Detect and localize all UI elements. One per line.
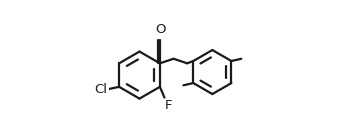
Text: Cl: Cl	[95, 83, 108, 96]
Text: O: O	[155, 23, 166, 36]
Text: F: F	[165, 99, 173, 112]
